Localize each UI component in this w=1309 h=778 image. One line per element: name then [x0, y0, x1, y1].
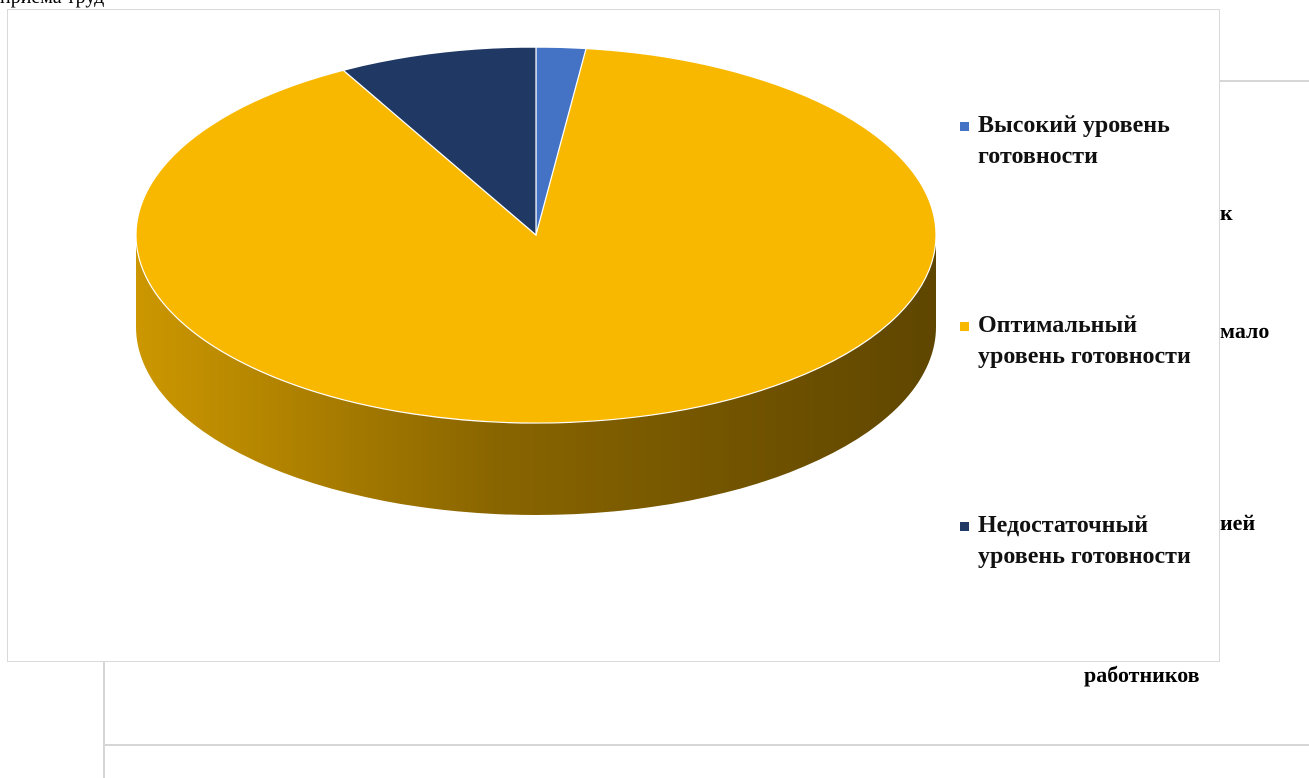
background-text-3: ией: [1220, 510, 1256, 535]
legend-item-high: Высокий уровень готовности: [960, 110, 1213, 172]
pie-side-wall: [136, 235, 936, 515]
background-text-1: к: [1220, 200, 1233, 225]
legend-label-high: Высокий уровень готовности: [978, 112, 1170, 169]
pie-slice-insufficient: [342, 46, 537, 237]
legend-marker-high: [960, 122, 969, 131]
background-text-4: работников: [1084, 662, 1200, 687]
legend-marker-optimal: [960, 322, 969, 331]
background-text-2: мало: [1220, 318, 1270, 343]
table-border-right-top: [1218, 80, 1309, 82]
legend-item-optimal: Оптимальный уровень готовности: [960, 310, 1213, 372]
chart-area: Высокий уровень готовности Оптимальный у…: [7, 9, 1220, 662]
legend-label-insufficient: Недостаточный уровень готовности: [978, 512, 1191, 569]
table-border-vertical: [103, 660, 105, 778]
legend-item-insufficient: Недостаточный уровень готовности: [960, 510, 1213, 572]
table-border-bottom: [103, 744, 1309, 746]
legend-marker-insufficient: [960, 522, 969, 531]
legend-label-optimal: Оптимальный уровень готовности: [978, 312, 1191, 369]
pie-chart: [135, 46, 937, 515]
document-text-top: приема труд: [0, 0, 104, 9]
